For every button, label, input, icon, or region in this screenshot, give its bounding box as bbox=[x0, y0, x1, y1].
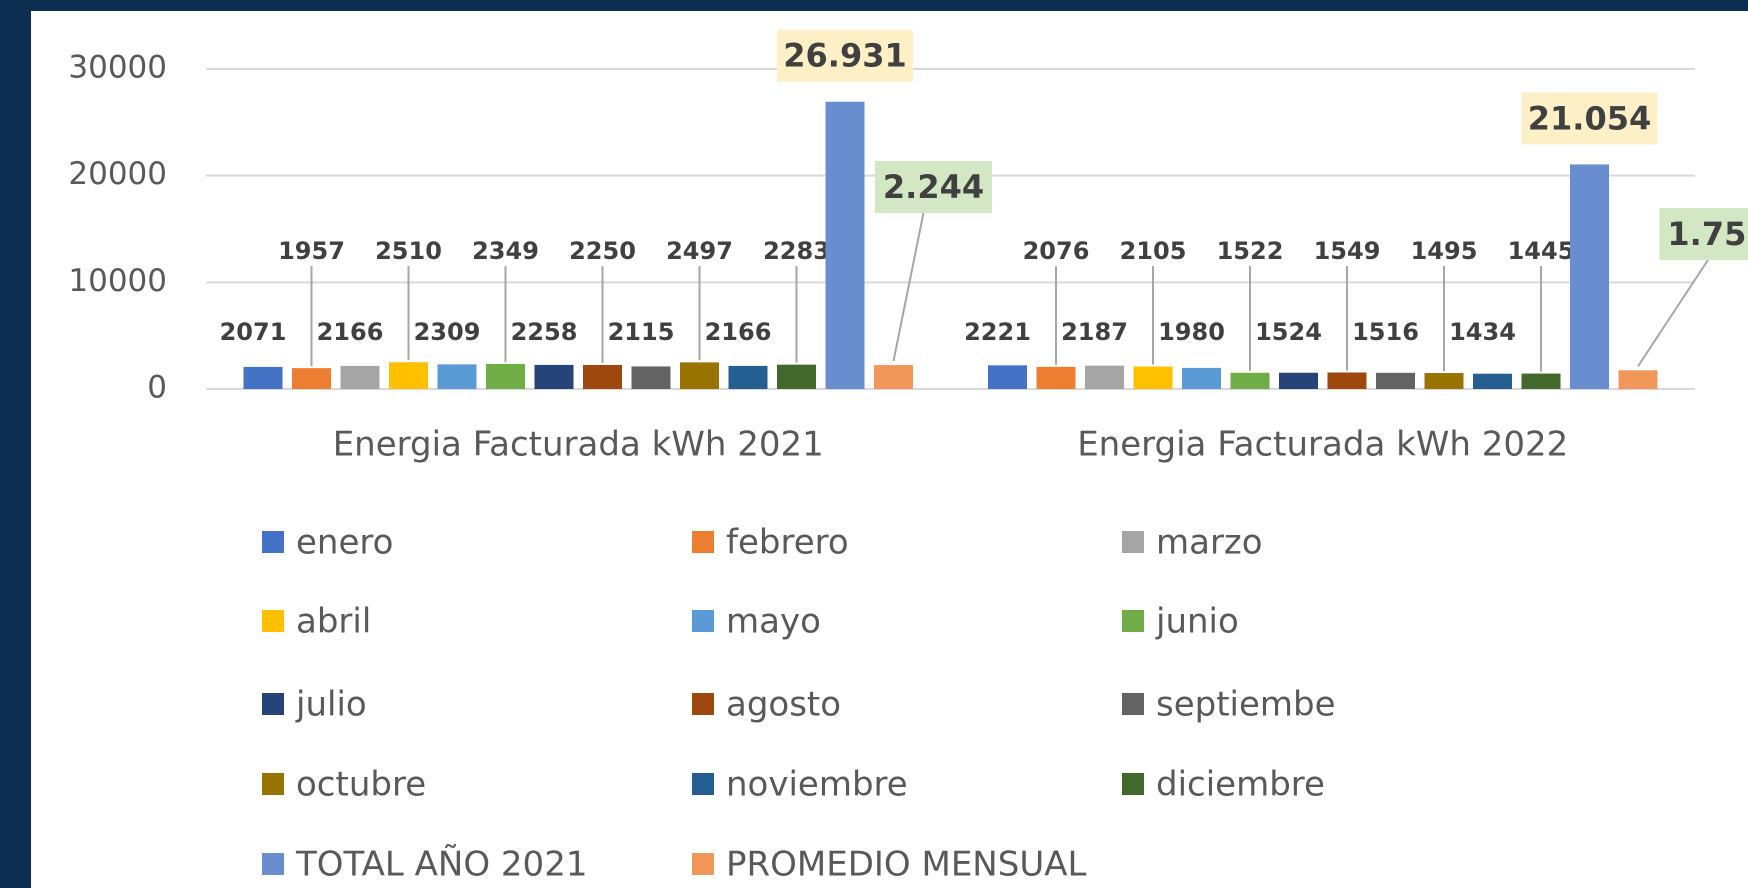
legend-swatch bbox=[262, 531, 284, 553]
legend-label: noviembre bbox=[726, 765, 908, 805]
legend-label: abril bbox=[296, 602, 371, 642]
legend-swatch bbox=[262, 693, 284, 715]
value-label: 2283 bbox=[763, 237, 830, 265]
x-tick-label: Energia Facturada kWh 2022 bbox=[1077, 425, 1568, 465]
value-label: 1434 bbox=[1449, 318, 1516, 346]
bar bbox=[1521, 373, 1561, 389]
legend-label: agosto bbox=[726, 685, 841, 725]
value-label: 2105 bbox=[1120, 237, 1187, 265]
bar bbox=[728, 365, 768, 389]
bar bbox=[631, 366, 671, 389]
leader-line bbox=[1637, 259, 1709, 367]
value-label: 2166 bbox=[705, 318, 772, 346]
bar bbox=[583, 365, 622, 389]
legend-label: TOTAL AÑO 2021 bbox=[295, 845, 587, 885]
value-label: 2076 bbox=[1023, 237, 1090, 265]
legend-label: enero bbox=[296, 523, 393, 563]
value-label: 2115 bbox=[608, 318, 675, 346]
value-label-box bbox=[1521, 92, 1658, 145]
bar bbox=[437, 364, 477, 389]
y-tick-label: 10000 bbox=[68, 263, 167, 299]
value-label: 2187 bbox=[1061, 318, 1128, 346]
bar bbox=[534, 364, 574, 389]
bar bbox=[1376, 372, 1415, 389]
value-label: 1980 bbox=[1158, 318, 1225, 346]
bar bbox=[1424, 373, 1464, 389]
value-label: 2250 bbox=[569, 237, 636, 265]
y-tick-label: 0 bbox=[147, 370, 167, 406]
bar bbox=[340, 365, 380, 389]
value-label: 1495 bbox=[1411, 237, 1478, 265]
leader-line bbox=[892, 212, 925, 362]
bar bbox=[1182, 367, 1221, 389]
legend-swatch bbox=[692, 531, 714, 553]
legend-label: mayo bbox=[726, 602, 821, 642]
value-label: 2309 bbox=[414, 318, 481, 346]
bar bbox=[1036, 366, 1076, 389]
bar bbox=[1279, 372, 1318, 389]
y-tick-label: 20000 bbox=[68, 156, 167, 192]
bar bbox=[680, 362, 719, 389]
bar bbox=[1618, 370, 1658, 389]
bar bbox=[1327, 372, 1367, 389]
legend-swatch bbox=[262, 773, 284, 795]
value-label: 1445 bbox=[1508, 237, 1575, 265]
legend-swatch bbox=[262, 853, 284, 875]
value-label: 26.931 bbox=[783, 37, 906, 75]
legend-label: marzo bbox=[1156, 523, 1263, 563]
value-label: 1516 bbox=[1352, 318, 1419, 346]
legend-label: octubre bbox=[296, 765, 426, 805]
legend-swatch bbox=[692, 773, 714, 795]
bar bbox=[825, 101, 865, 390]
legend-label: PROMEDIO MENSUAL bbox=[726, 845, 1086, 885]
bar bbox=[292, 368, 331, 389]
value-label: 2071 bbox=[220, 318, 287, 346]
value-label: 2510 bbox=[375, 237, 442, 265]
legend-swatch bbox=[692, 853, 714, 875]
legend-swatch bbox=[1122, 610, 1144, 632]
bar bbox=[486, 363, 525, 389]
legend-label: diciembre bbox=[1156, 765, 1325, 805]
bar bbox=[243, 366, 283, 389]
legend-swatch bbox=[692, 693, 714, 715]
legend-label: septiembe bbox=[1156, 685, 1336, 725]
legend-swatch bbox=[692, 610, 714, 632]
value-label: 1549 bbox=[1314, 237, 1381, 265]
value-label-box bbox=[1659, 208, 1748, 260]
bar bbox=[1570, 164, 1609, 389]
legend-swatch bbox=[1122, 531, 1144, 553]
x-tick-label: Energia Facturada kWh 2021 bbox=[333, 425, 824, 465]
legend-label: junio bbox=[1155, 602, 1239, 642]
legend-swatch bbox=[1122, 693, 1144, 715]
bar bbox=[988, 365, 1027, 389]
bar bbox=[389, 362, 428, 389]
bar bbox=[1473, 373, 1512, 389]
value-label: 1524 bbox=[1255, 318, 1322, 346]
chart-panel bbox=[31, 11, 1748, 888]
value-label: 2166 bbox=[317, 318, 384, 346]
bar bbox=[874, 365, 913, 389]
value-label: 2258 bbox=[511, 318, 578, 346]
value-label: 2497 bbox=[666, 237, 733, 265]
value-label-box bbox=[875, 161, 992, 213]
value-label-box bbox=[777, 29, 913, 82]
legend-swatch bbox=[1122, 773, 1144, 795]
bar bbox=[1133, 366, 1173, 389]
legend-label: julio bbox=[295, 685, 367, 725]
legend-swatch bbox=[262, 610, 284, 632]
legend-label: febrero bbox=[726, 523, 849, 563]
y-tick-label: 30000 bbox=[68, 50, 167, 86]
value-label: 2.244 bbox=[883, 168, 984, 206]
bar bbox=[1230, 372, 1270, 389]
value-label: 2221 bbox=[964, 318, 1031, 346]
bar bbox=[1085, 365, 1124, 389]
value-label: 1957 bbox=[278, 237, 345, 265]
value-label: 21.054 bbox=[1528, 99, 1651, 137]
value-label: 1522 bbox=[1217, 237, 1284, 265]
value-label: 1.755 bbox=[1667, 215, 1748, 253]
bar bbox=[777, 364, 816, 389]
value-label: 2349 bbox=[472, 237, 539, 265]
